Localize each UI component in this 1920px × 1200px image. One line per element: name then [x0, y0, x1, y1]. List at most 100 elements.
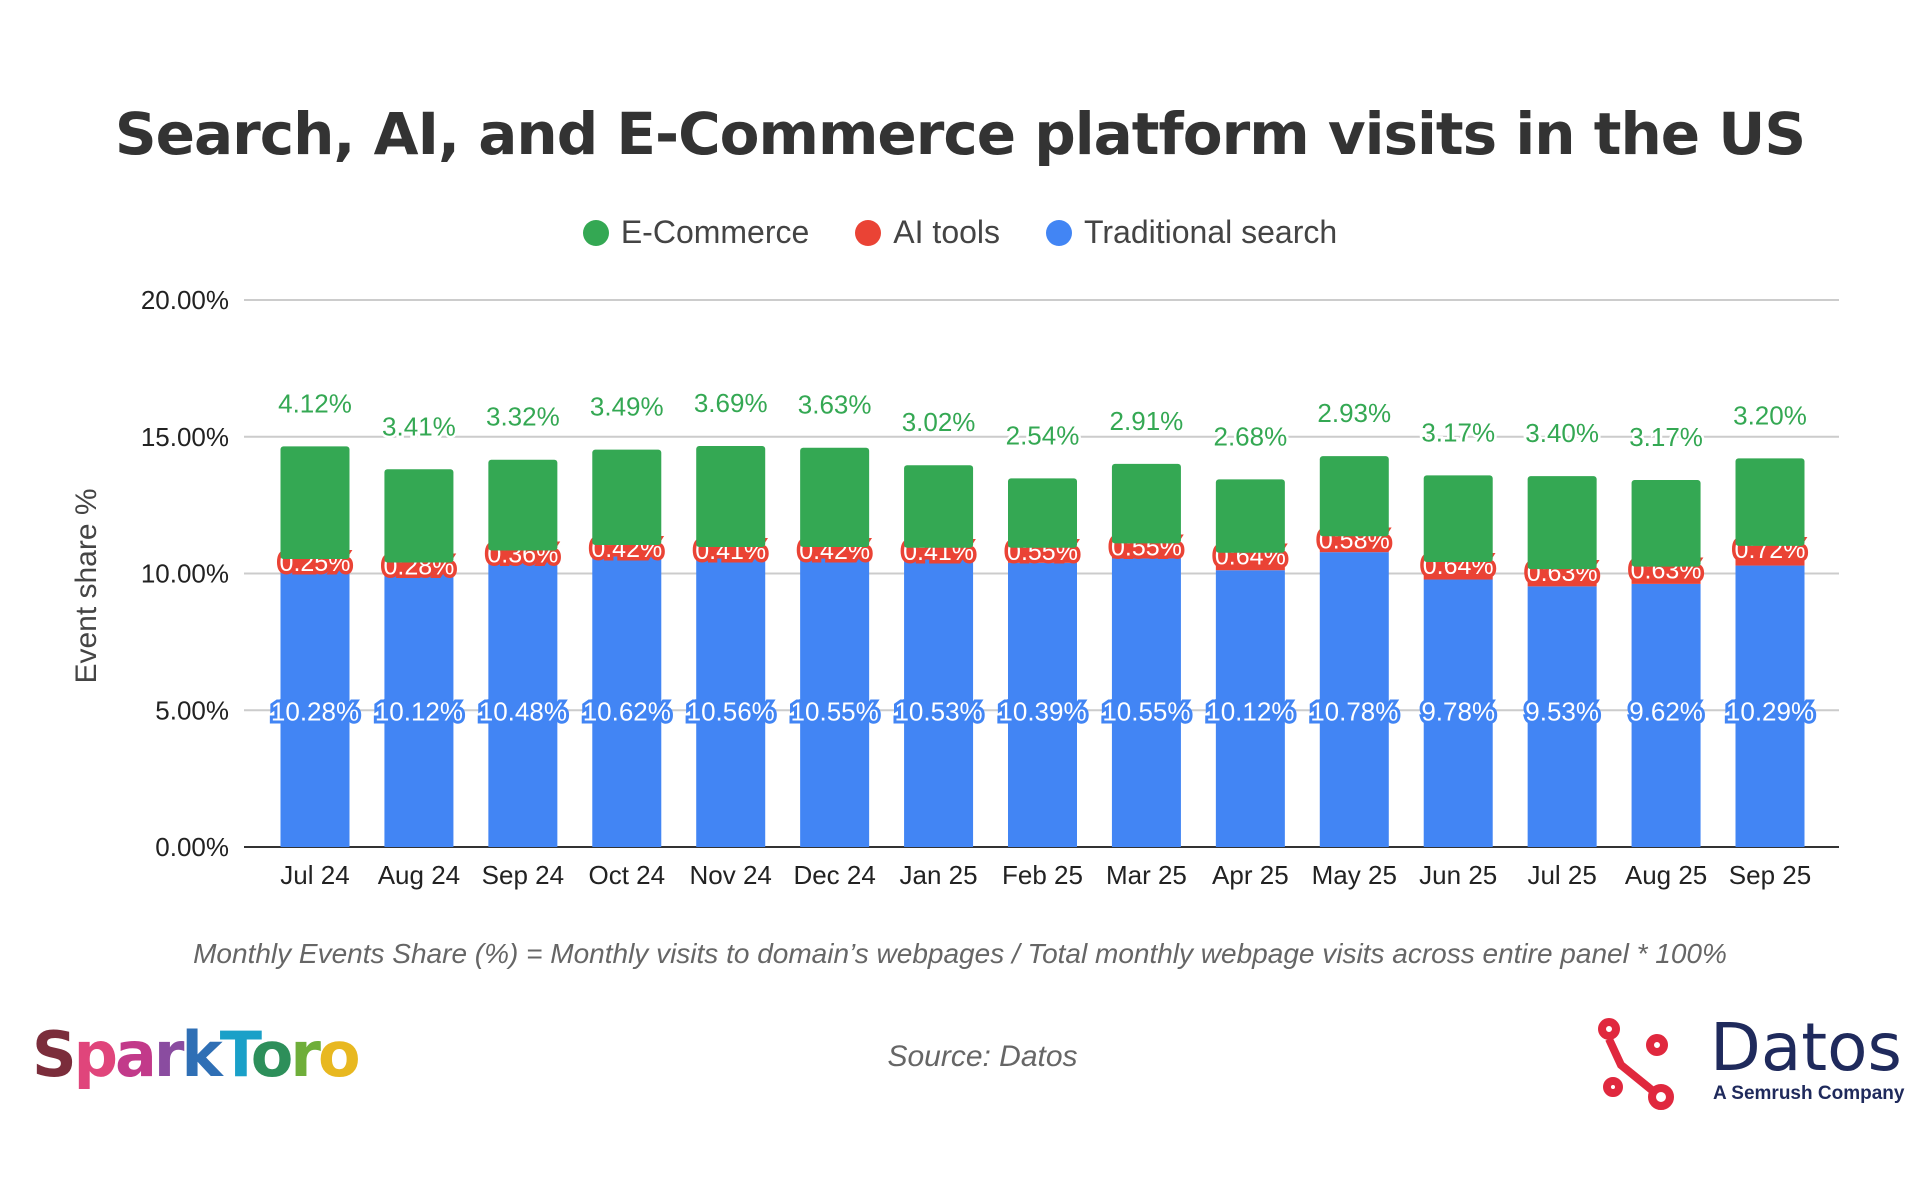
- bar-segment-traditional-search: [1631, 583, 1701, 847]
- bar-segment-e-commerce: [1423, 475, 1493, 563]
- data-label-traditional-search: 10.12%: [1206, 696, 1294, 726]
- legend-dot-icon: [582, 219, 609, 246]
- y-tick-label: 15.00%: [141, 422, 229, 452]
- bar-segment-ai-tools: [1423, 562, 1493, 580]
- bar-segment-traditional-search: [384, 570, 454, 847]
- data-label-e-commerce: 2.68%: [1213, 421, 1287, 451]
- bar-segment-ai-tools: [1111, 543, 1181, 559]
- bar-segment-traditional-search: [592, 556, 662, 847]
- bar-segment-traditional-search: [1423, 579, 1493, 847]
- bar-segment-traditional-search: [1735, 565, 1805, 847]
- data-label-traditional-search: 9.53%: [1525, 696, 1599, 726]
- bar-segment-ai-tools: [696, 546, 766, 559]
- bar-segment-e-commerce: [904, 465, 974, 548]
- data-label-e-commerce: 3.41%: [382, 411, 456, 441]
- data-label-e-commerce: 3.63%: [798, 390, 872, 420]
- data-label-e-commerce: 3.20%: [1733, 400, 1807, 430]
- data-label-traditional-search: 10.53%: [894, 696, 982, 726]
- bar-segment-e-commerce: [1319, 456, 1389, 537]
- x-tick-label: Mar 25: [1106, 860, 1187, 890]
- y-tick-label: 10.00%: [141, 559, 229, 589]
- data-label-traditional-search: 10.29%: [1726, 696, 1814, 726]
- sparktoro-letter: a: [115, 1018, 157, 1091]
- x-tick-label: Jan 25: [900, 860, 978, 890]
- data-label-traditional-search: 10.12%: [375, 696, 463, 726]
- bar-segment-e-commerce: [1008, 478, 1077, 548]
- legend-dot-icon: [1046, 219, 1073, 246]
- data-label-traditional-search: 10.55%: [791, 696, 879, 726]
- legend-label: AI tools: [893, 214, 1001, 250]
- stacked-bar-chart: 0.00% 5.00% 10.00% 15.00% 20.00% Event share …: [70, 285, 1839, 890]
- data-label-e-commerce: 3.49%: [590, 392, 664, 422]
- data-label-e-commerce: 2.91%: [1110, 406, 1184, 436]
- x-tick-label: Nov 24: [690, 860, 772, 890]
- x-tick-label: Dec 24: [793, 860, 875, 890]
- x-tick-label: Sep 24: [482, 860, 564, 890]
- data-label-traditional-search: 10.56%: [687, 696, 775, 726]
- data-label-traditional-search: 10.62%: [583, 696, 671, 726]
- bar-segment-e-commerce: [800, 447, 870, 547]
- bar-segment-traditional-search: [800, 558, 870, 847]
- bar-segment-ai-tools: [280, 559, 350, 566]
- datos-logo: Datos A Semrush Company: [1595, 1009, 1904, 1120]
- data-label-e-commerce: 2.54%: [1006, 420, 1080, 450]
- bar-segment-ai-tools: [1319, 536, 1389, 553]
- bar-segment-ai-tools: [1527, 569, 1597, 587]
- sparktoro-letter: r: [153, 1018, 185, 1091]
- sparktoro-logo: SparkToro: [32, 1018, 361, 1091]
- bar-segment-ai-tools: [1631, 566, 1701, 584]
- bar-segment-ai-tools: [1008, 547, 1077, 563]
- bar-segment-traditional-search: [696, 558, 766, 847]
- bar-segment-traditional-search: [280, 565, 350, 847]
- bar-segment-e-commerce: [384, 469, 454, 563]
- x-tick-label: May 25: [1312, 860, 1397, 890]
- bar-segment-traditional-search: [1527, 586, 1597, 847]
- footnote: Monthly Events Share (%) = Monthly visit…: [193, 938, 1727, 969]
- bar-segment-ai-tools: [904, 547, 974, 560]
- bar-segment-traditional-search: [904, 559, 974, 847]
- sparktoro-letter: S: [32, 1018, 77, 1091]
- bar-segment-e-commerce: [280, 446, 350, 560]
- bar-segment-e-commerce: [1735, 458, 1805, 546]
- bar-segment-e-commerce: [592, 449, 662, 546]
- data-label-e-commerce: 3.40%: [1525, 418, 1599, 448]
- bar-segment-traditional-search: [1008, 562, 1077, 847]
- data-label-traditional-search: 10.78%: [1310, 696, 1398, 726]
- bar-segment-traditional-search: [1319, 552, 1389, 847]
- sparktoro-letter: o: [317, 1018, 361, 1091]
- sparktoro-letter: p: [73, 1018, 118, 1091]
- bar-segment-ai-tools: [1735, 545, 1805, 566]
- data-label-e-commerce: 3.32%: [486, 402, 560, 432]
- bar-segment-e-commerce: [1527, 476, 1597, 570]
- bar-segment-traditional-search: [1215, 570, 1285, 847]
- bar-segment-e-commerce: [1215, 479, 1285, 553]
- data-label-traditional-search: 10.55%: [1102, 696, 1190, 726]
- bar-segment-ai-tools: [1215, 552, 1285, 571]
- x-tick-label: Jul 25: [1527, 860, 1596, 890]
- x-tick-label: Apr 25: [1212, 860, 1289, 890]
- sparktoro-letter: T: [219, 1018, 254, 1091]
- bar-segment-ai-tools: [592, 545, 662, 557]
- sparktoro-letter: k: [181, 1018, 222, 1091]
- legend-label: Traditional search: [1084, 214, 1338, 250]
- bar-segment-traditional-search: [1111, 558, 1181, 847]
- bar-segment-e-commerce: [1631, 479, 1701, 567]
- y-tick-label: 0.00%: [155, 832, 229, 862]
- chart-title: Search, AI, and E-Commerce platform visi…: [114, 100, 1806, 168]
- data-label-traditional-search: 9.62%: [1629, 696, 1703, 726]
- data-label-e-commerce: 4.12%: [278, 388, 352, 418]
- datos-wordmark: Datos: [1710, 1009, 1902, 1086]
- x-tick-label: Oct 24: [588, 860, 665, 890]
- data-label-e-commerce: 3.02%: [902, 407, 976, 437]
- bar-segment-e-commerce: [696, 446, 766, 547]
- bar-segment-e-commerce: [488, 459, 558, 551]
- data-label-e-commerce: 2.93%: [1317, 398, 1391, 428]
- legend-item: Traditional search: [1046, 214, 1337, 251]
- bar-segment-ai-tools: [800, 546, 870, 559]
- bar-segment-e-commerce: [1111, 463, 1181, 544]
- x-tick-label: Jul 24: [280, 860, 349, 890]
- bar-segment-ai-tools: [488, 550, 558, 561]
- legend-label: E-Commerce: [620, 214, 810, 250]
- x-tick-label: Aug 25: [1625, 860, 1707, 890]
- legend-dot-icon: [855, 219, 882, 246]
